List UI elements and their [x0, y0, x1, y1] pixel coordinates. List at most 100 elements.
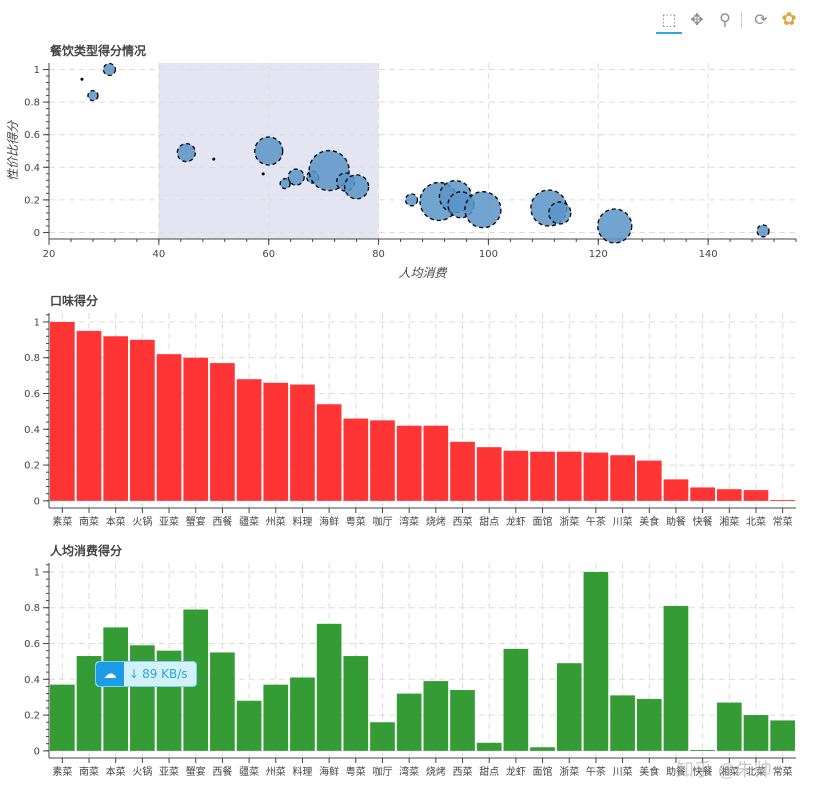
x-category-label: 助餐 — [666, 515, 686, 528]
bar-海鲜 — [316, 623, 342, 751]
x-category-label: 素菜 — [52, 765, 72, 778]
x-category-label: 北菜 — [746, 516, 766, 528]
bar-龙虾 — [503, 648, 529, 751]
y-tick-label: 0.8 — [24, 603, 40, 614]
bubble-point-13 — [343, 174, 370, 200]
y-tick-label: 0.6 — [24, 389, 40, 400]
bubble-point-1 — [80, 77, 84, 81]
x-category-label: 湘菜 — [719, 765, 739, 778]
x-category-label: 烧烤 — [426, 515, 446, 528]
x-category-label: 料理 — [292, 515, 312, 528]
x-category-label: 海鲜 — [319, 765, 339, 778]
x-category-label: 咖厅 — [372, 516, 392, 528]
x-category-label: 西餐 — [212, 765, 232, 778]
bar-助餐 — [663, 479, 689, 501]
x-category-label: 浙菜 — [559, 516, 579, 528]
network-speed-text: 89 KB/s — [142, 667, 188, 681]
x-category-label: 州菜 — [266, 766, 286, 778]
bubble-point-8 — [287, 168, 305, 186]
x-category-label: 本菜 — [106, 515, 126, 528]
x-category-label: 西菜 — [453, 766, 473, 778]
bubble-point-22 — [756, 224, 770, 238]
bar-西菜 — [450, 441, 475, 501]
y-tick-label: 0.6 — [24, 639, 40, 650]
y-tick-label: 0.2 — [24, 711, 40, 722]
x-category-label: 咖厅 — [372, 766, 392, 778]
x-tick-label: 40 — [152, 249, 165, 260]
bar-湾菜 — [396, 693, 422, 751]
bar-素菜 — [50, 321, 75, 501]
x-category-label: 亚菜 — [159, 516, 179, 528]
x-category-label: 西菜 — [453, 516, 473, 528]
y-tick-label: 0.6 — [24, 130, 40, 141]
network-speed-badge[interactable]: ☁ ↓ 89 KB/s — [95, 661, 197, 687]
x-tick-label: 20 — [43, 249, 56, 260]
x-category-label: 湾菜 — [399, 765, 419, 778]
bar-火锅 — [130, 339, 155, 501]
bar-浙菜 — [556, 663, 582, 751]
bar-甜点 — [476, 742, 502, 751]
x-category-label: 素菜 — [52, 515, 72, 528]
x-category-label: 北菜 — [746, 766, 766, 778]
x-category-label: 面馆 — [533, 765, 553, 778]
x-category-label: 助餐 — [666, 765, 686, 778]
bubble-point-4 — [176, 142, 196, 163]
x-axis-label: 人均消费 — [398, 266, 447, 280]
bar-咖厅 — [370, 420, 395, 501]
bar-咖厅 — [370, 722, 395, 751]
x-category-label: 西餐 — [212, 515, 232, 528]
x-category-label: 南菜 — [79, 765, 99, 778]
toolbar-separator — [741, 12, 742, 28]
x-tick-label: 60 — [262, 249, 275, 260]
y-tick-label: 0.8 — [24, 98, 40, 109]
chart-title-2: 口味得分 — [50, 293, 98, 308]
bar-蟹宴 — [183, 357, 209, 501]
bubble-point-6 — [261, 172, 265, 176]
bar-美食 — [636, 460, 662, 501]
bar-面馆 — [530, 451, 555, 501]
bar-北菜 — [743, 490, 769, 501]
bar-快餐 — [690, 749, 715, 751]
x-category-label: 美食 — [639, 515, 659, 528]
bar-疆菜 — [236, 379, 262, 501]
x-category-label: 本菜 — [106, 765, 126, 778]
x-category-label: 粤菜 — [346, 515, 366, 528]
bar-浙菜 — [556, 451, 582, 501]
x-category-label: 甜点 — [479, 765, 499, 778]
x-category-label: 快餐 — [693, 515, 713, 528]
bokeh-logo-icon[interactable]: ✿ — [781, 8, 797, 30]
chart-title-3: 人均消费得分 — [50, 543, 122, 558]
box-select-icon[interactable]: ⬚ — [656, 6, 682, 34]
x-category-label: 湾菜 — [399, 515, 419, 528]
bubble-point-18 — [464, 191, 502, 229]
x-category-label: 湘菜 — [719, 515, 739, 528]
y-tick-label: 0.8 — [24, 353, 40, 364]
x-tick-label: 80 — [372, 249, 385, 260]
y-tick-label: 0.4 — [24, 163, 40, 174]
x-category-label: 疆菜 — [239, 516, 259, 528]
bar-面馆 — [530, 747, 555, 751]
y-tick-label: 0.2 — [24, 195, 40, 206]
y-tick-label: 0.4 — [24, 675, 40, 686]
x-tick-label: 140 — [699, 249, 718, 260]
bubble-point-9 — [279, 177, 291, 190]
bar-川菜 — [610, 455, 635, 501]
reset-icon[interactable]: ⟳ — [754, 9, 768, 29]
bar-粤菜 — [343, 656, 369, 751]
x-category-label: 龙虾 — [506, 765, 526, 778]
y-tick-label: 0 — [34, 746, 40, 757]
y-tick-label: 0.4 — [24, 425, 40, 436]
x-category-label: 常菜 — [773, 765, 793, 778]
wheel-zoom-icon[interactable]: ⚲ — [719, 9, 731, 29]
x-category-label: 蟹宴 — [186, 765, 206, 778]
bar-烧烤 — [423, 681, 449, 751]
x-category-label: 午茶 — [586, 515, 606, 528]
bar-本菜 — [103, 336, 129, 501]
bar-素菜 — [50, 684, 75, 751]
x-category-label: 火锅 — [132, 516, 152, 528]
pan-icon[interactable]: ✥ — [690, 9, 704, 29]
x-category-label: 川菜 — [613, 516, 633, 528]
bubble-point-21 — [597, 208, 633, 244]
x-category-label: 疆菜 — [239, 766, 259, 778]
bar-川菜 — [610, 695, 635, 751]
